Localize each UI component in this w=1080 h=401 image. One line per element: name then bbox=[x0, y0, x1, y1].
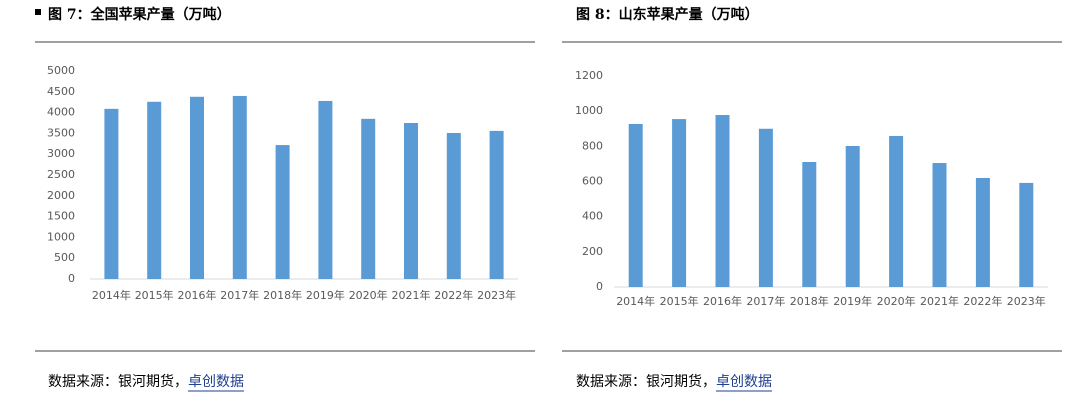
y-tick-label: 400 bbox=[582, 210, 603, 223]
bar bbox=[802, 161, 817, 287]
source: 数据来源：银河期货， bbox=[48, 373, 188, 390]
x-tick-label: 2023年 bbox=[477, 288, 516, 302]
y-tick-label: 500 bbox=[54, 251, 75, 264]
x-tick-label: 2015年 bbox=[660, 294, 699, 308]
bar bbox=[672, 119, 687, 288]
bar bbox=[404, 123, 418, 279]
bar bbox=[147, 101, 162, 279]
x-tick-label: 2019年 bbox=[306, 288, 345, 302]
x-tick-label: 2014年 bbox=[92, 288, 131, 302]
x-tick-label: 2017年 bbox=[746, 294, 785, 308]
x-tick-label: 2020年 bbox=[877, 294, 916, 308]
y-tick-label: 0 bbox=[68, 272, 75, 285]
bar bbox=[889, 135, 904, 287]
y-tick-label: 2500 bbox=[47, 168, 75, 181]
bar bbox=[489, 130, 504, 279]
y-tick-label: 1000 bbox=[47, 230, 75, 243]
y-tick-label: 1000 bbox=[575, 104, 603, 117]
bar bbox=[932, 163, 947, 287]
y-tick-label: 3500 bbox=[47, 126, 75, 139]
x-tick-label: 2018年 bbox=[263, 288, 302, 302]
y-tick-label: 1200 bbox=[575, 69, 603, 82]
chart-title: 图 7：全国苹果产量（万吨） bbox=[48, 6, 231, 23]
x-tick-label: 2022年 bbox=[434, 288, 473, 302]
bar bbox=[758, 128, 773, 287]
y-tick-label: 1500 bbox=[47, 210, 75, 223]
y-tick-label: 4000 bbox=[47, 106, 75, 119]
chart-title: 图 8：山东苹果产量（万吨） bbox=[576, 6, 759, 23]
bar bbox=[715, 115, 730, 287]
x-tick-label: 2015年 bbox=[135, 288, 174, 302]
bar bbox=[318, 100, 333, 280]
bar bbox=[275, 145, 290, 279]
y-tick-label: 3000 bbox=[47, 147, 75, 160]
x-tick-label: 2014年 bbox=[616, 294, 655, 308]
bar bbox=[1019, 182, 1034, 287]
y-tick-label: 0 bbox=[596, 280, 603, 293]
x-tick-label: 2019年 bbox=[833, 294, 872, 308]
source-link: 卓创数据 bbox=[716, 374, 772, 390]
bar bbox=[232, 95, 247, 280]
x-tick-label: 2021年 bbox=[392, 288, 431, 302]
x-tick-label: 2016年 bbox=[703, 294, 742, 308]
x-tick-label: 2022年 bbox=[963, 294, 1002, 308]
y-tick-label: 600 bbox=[582, 175, 603, 188]
x-tick-label: 2018年 bbox=[790, 294, 829, 308]
y-tick-label: 200 bbox=[582, 245, 603, 258]
y-tick-label: 4500 bbox=[47, 85, 75, 98]
y-tick-label: 5000 bbox=[47, 64, 75, 77]
source-link: 卓创数据 bbox=[188, 374, 244, 390]
bullet bbox=[35, 9, 41, 15]
x-tick-label: 2021年 bbox=[920, 294, 959, 308]
x-tick-label: 2023年 bbox=[1007, 294, 1046, 308]
bar bbox=[628, 124, 643, 287]
y-tick-label: 2000 bbox=[47, 189, 75, 202]
x-tick-label: 2020年 bbox=[349, 288, 388, 302]
x-tick-label: 2017年 bbox=[220, 288, 259, 302]
bar bbox=[446, 132, 461, 279]
bar bbox=[845, 145, 860, 287]
bar bbox=[361, 118, 376, 279]
bar bbox=[104, 108, 119, 279]
y-tick-label: 800 bbox=[582, 139, 603, 152]
bar bbox=[975, 177, 990, 287]
source: 数据来源：银河期货， bbox=[576, 373, 716, 390]
x-tick-label: 2016年 bbox=[178, 288, 217, 302]
bar bbox=[190, 96, 204, 280]
